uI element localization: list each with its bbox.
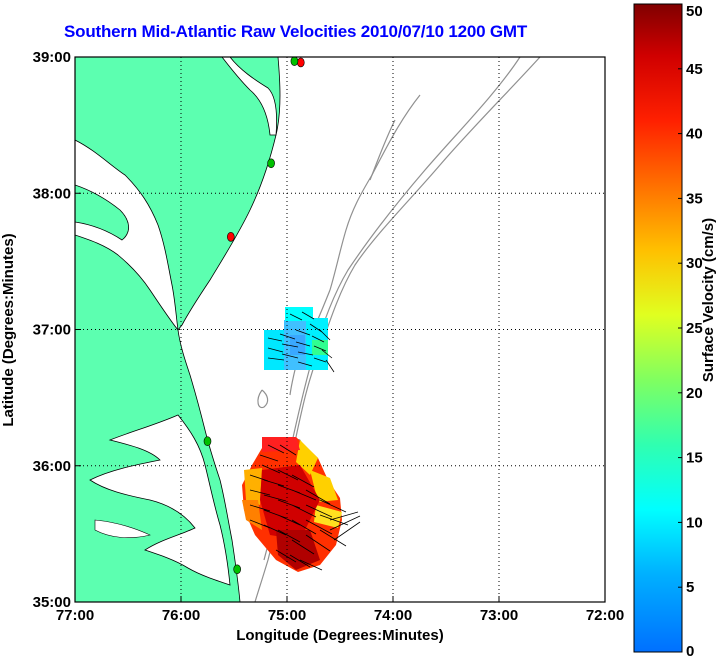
station-marker <box>267 158 275 169</box>
colorbar-tick-label: 25 <box>686 320 703 337</box>
y-tick-label: 36:00 <box>33 458 71 475</box>
colorbar-tick-label: 0 <box>686 643 694 659</box>
colorbar-tick-label: 5 <box>686 579 694 596</box>
x-axis-label: Longitude (Degrees:Minutes) <box>236 627 444 644</box>
x-tick-label: 74:00 <box>374 607 412 624</box>
land-mass <box>75 57 281 602</box>
x-tick-label: 72:00 <box>586 607 624 624</box>
colorbar-tick-label: 35 <box>686 190 703 207</box>
x-tick-label: 75:00 <box>268 607 306 624</box>
station-marker <box>296 57 305 68</box>
colorbar-ticks: 0 5 10 15 20 25 30 35 40 45 50 <box>678 3 703 659</box>
station-marker <box>227 232 235 242</box>
station-marker <box>233 564 241 575</box>
y-tick-label: 35:00 <box>33 594 71 611</box>
x-tick-label: 73:00 <box>480 607 518 624</box>
colorbar-tick-label: 45 <box>686 61 703 78</box>
station-marker <box>203 436 212 447</box>
colorbar-tick-label: 40 <box>686 126 703 143</box>
station-marker <box>290 57 299 66</box>
y-tick-label: 38:00 <box>33 185 71 202</box>
y-tick-label: 39:00 <box>33 49 71 66</box>
x-tick-label: 77:00 <box>56 607 94 624</box>
velocity-field-north <box>264 307 335 373</box>
colorbar-tick-label: 30 <box>686 255 703 272</box>
colorbar-tick-label: 15 <box>686 450 703 467</box>
colorbar-tick-label: 20 <box>686 385 703 402</box>
y-tick-label: 37:00 <box>33 322 71 339</box>
colorbar-tick-label: 10 <box>686 514 703 531</box>
y-axis-label: Latitude (Degrees:Minutes) <box>0 233 17 426</box>
velocity-field-south <box>242 437 361 572</box>
x-axis-ticks: 77:00 76:00 75:00 74:00 73:00 72:00 <box>56 596 624 624</box>
station-markers <box>203 57 305 575</box>
colorbar-label: Surface Velocity (cm/s) <box>700 218 717 382</box>
colorbar <box>633 3 683 653</box>
chart-title: Southern Mid-Atlantic Raw Velocities 201… <box>64 22 528 41</box>
colorbar-tick-label: 50 <box>686 3 703 20</box>
x-tick-label: 76:00 <box>162 607 200 624</box>
grid-lines <box>75 57 605 602</box>
y-axis-ticks: 39:00 38:00 37:00 36:00 35:00 <box>33 49 81 611</box>
